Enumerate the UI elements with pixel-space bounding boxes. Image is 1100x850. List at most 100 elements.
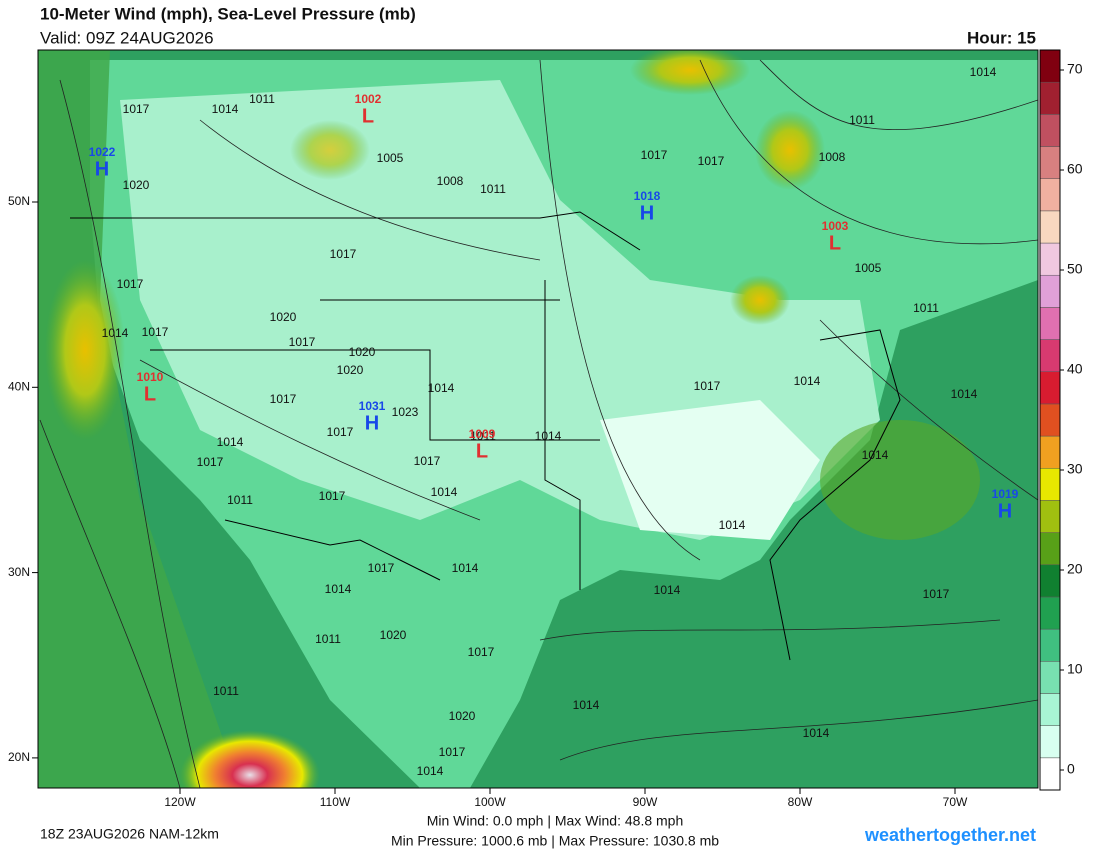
isobar-label: 1014: [431, 485, 458, 499]
isobar-label: 1011: [315, 632, 341, 646]
colorbar-swatch: [1039, 146, 1061, 179]
center-value: 1018: [634, 189, 661, 203]
isobar-label: 1020: [123, 178, 150, 192]
isobar-label: 1014: [452, 561, 479, 575]
isobar-label: 1017: [368, 561, 395, 575]
colorbar-tick-label: 10: [1067, 661, 1083, 677]
isobar-label: 1014: [325, 582, 352, 596]
lon-tick-label: 70W: [943, 795, 968, 809]
isobar-label: 1014: [212, 102, 239, 116]
isobar-label: 1020: [349, 345, 376, 359]
center-letter: H: [640, 202, 654, 224]
model-run: 18Z 23AUG2026 NAM-12km: [40, 826, 219, 842]
isobar-label: 1020: [449, 709, 476, 723]
colorbar-swatch: [1039, 693, 1061, 726]
isobar-label: 1011: [249, 92, 275, 106]
isobar-label: 1011: [227, 493, 253, 507]
center-value: 1003: [822, 219, 849, 233]
isobar-label: 1008: [437, 174, 464, 188]
colorbar-swatch: [1039, 339, 1061, 372]
isobars: [39, 59, 1038, 788]
isobar-label: 1014: [803, 726, 830, 740]
wind-stats: Min Wind: 0.0 mph | Max Wind: 48.8 mph: [427, 813, 684, 829]
wind-max: [630, 50, 750, 95]
colorbar-swatch: [1039, 81, 1061, 115]
colorbar-frame: [1039, 49, 1061, 791]
center-letter: H: [95, 158, 109, 180]
center-letter: H: [998, 500, 1012, 522]
center-value: 1002: [355, 92, 382, 106]
colorbar-swatch: [1039, 757, 1061, 791]
center-value: 1010: [137, 370, 164, 384]
isobar-label: 1017: [923, 587, 950, 601]
valid-time: Valid: 09Z 24AUG2026: [40, 28, 214, 47]
colorbar-tick-label: 20: [1067, 561, 1083, 577]
lon-tick-label: 120W: [164, 795, 196, 809]
isobar-label: 1017: [439, 745, 466, 759]
pressure-stats: Min Pressure: 1000.6 mb | Max Pressure: …: [391, 833, 719, 849]
isobar-label: 1014: [428, 381, 455, 395]
colorbar-tick-label: 0: [1067, 761, 1075, 777]
isobar-label: 1017: [123, 102, 150, 116]
isobar-label: 1011: [213, 684, 239, 698]
center-letter: L: [362, 105, 374, 127]
atlantic-wind: [820, 420, 980, 540]
lon-tick-label: 80W: [788, 795, 813, 809]
isobar-label: 1014: [573, 698, 600, 712]
colorbar-tick-label: 60: [1067, 161, 1083, 177]
colorbar-swatch: [1039, 210, 1061, 244]
colorbar-swatch: [1039, 468, 1061, 501]
center-value: 1019: [992, 487, 1019, 501]
isobar-label: 1017: [414, 454, 441, 468]
isobar-label: 1017: [641, 148, 668, 162]
isobar-label: 1017: [468, 645, 495, 659]
isobar-label: 1017: [289, 335, 316, 349]
isobar-label: 1017: [698, 154, 725, 168]
colorbar-swatch: [1039, 371, 1061, 405]
lon-tick-label: 100W: [474, 795, 506, 809]
center-letter: L: [829, 232, 841, 254]
lat-tick-label: 20N: [8, 750, 30, 764]
wind-max: [290, 120, 370, 180]
lat-tick-label: 40N: [8, 379, 30, 393]
isobar-label: 1014: [719, 518, 746, 532]
isobar-label: 1017: [117, 277, 144, 291]
isobar-label: 1017: [319, 489, 346, 503]
colorbar-tick-label: 40: [1067, 361, 1083, 377]
site-credit[interactable]: weathertogether.net: [864, 825, 1036, 845]
colorbar-swatch: [1039, 596, 1061, 630]
isobar-label: 1017: [330, 247, 357, 261]
isobar-label: 1017: [270, 392, 297, 406]
colorbar-tick-label: 70: [1067, 61, 1083, 77]
lon-tick-label: 90W: [633, 795, 658, 809]
colorbar-swatch: [1039, 307, 1061, 340]
colorbar-swatch: [1039, 403, 1061, 437]
isobar-label: 1020: [270, 310, 297, 324]
isobar-label: 1014: [794, 374, 821, 388]
calm-area: [600, 400, 820, 540]
colorbar-tick-label: 50: [1067, 261, 1083, 277]
isobar-label: 1014: [535, 429, 562, 443]
isobar-label: 1014: [217, 435, 244, 449]
colorbar-swatch: [1039, 435, 1061, 469]
isobar-label: 1017: [327, 425, 354, 439]
title: 10-Meter Wind (mph), Sea-Level Pressure …: [40, 4, 416, 23]
center-letter: L: [476, 440, 488, 462]
colorbar-tick-label: 30: [1067, 461, 1083, 477]
center-value: 1009: [469, 427, 496, 441]
tropical-storm: [180, 730, 320, 788]
map-frame: [37, 49, 1039, 789]
colorbar-swatch: [1039, 725, 1061, 759]
colorbar-swatch: [1039, 242, 1061, 276]
isobar-label: 1020: [380, 628, 407, 642]
political-boundaries: [70, 211, 901, 661]
colorbar-swatch: [1039, 532, 1061, 566]
colorbar-swatch: [1039, 114, 1061, 147]
colorbar-swatch: [1039, 500, 1061, 533]
center-letter: L: [144, 383, 156, 405]
colorbar-swatch: [1039, 49, 1061, 83]
isobar-label: 1014: [970, 65, 997, 79]
center-value: 1031: [359, 399, 386, 413]
map-field: [38, 50, 1038, 788]
